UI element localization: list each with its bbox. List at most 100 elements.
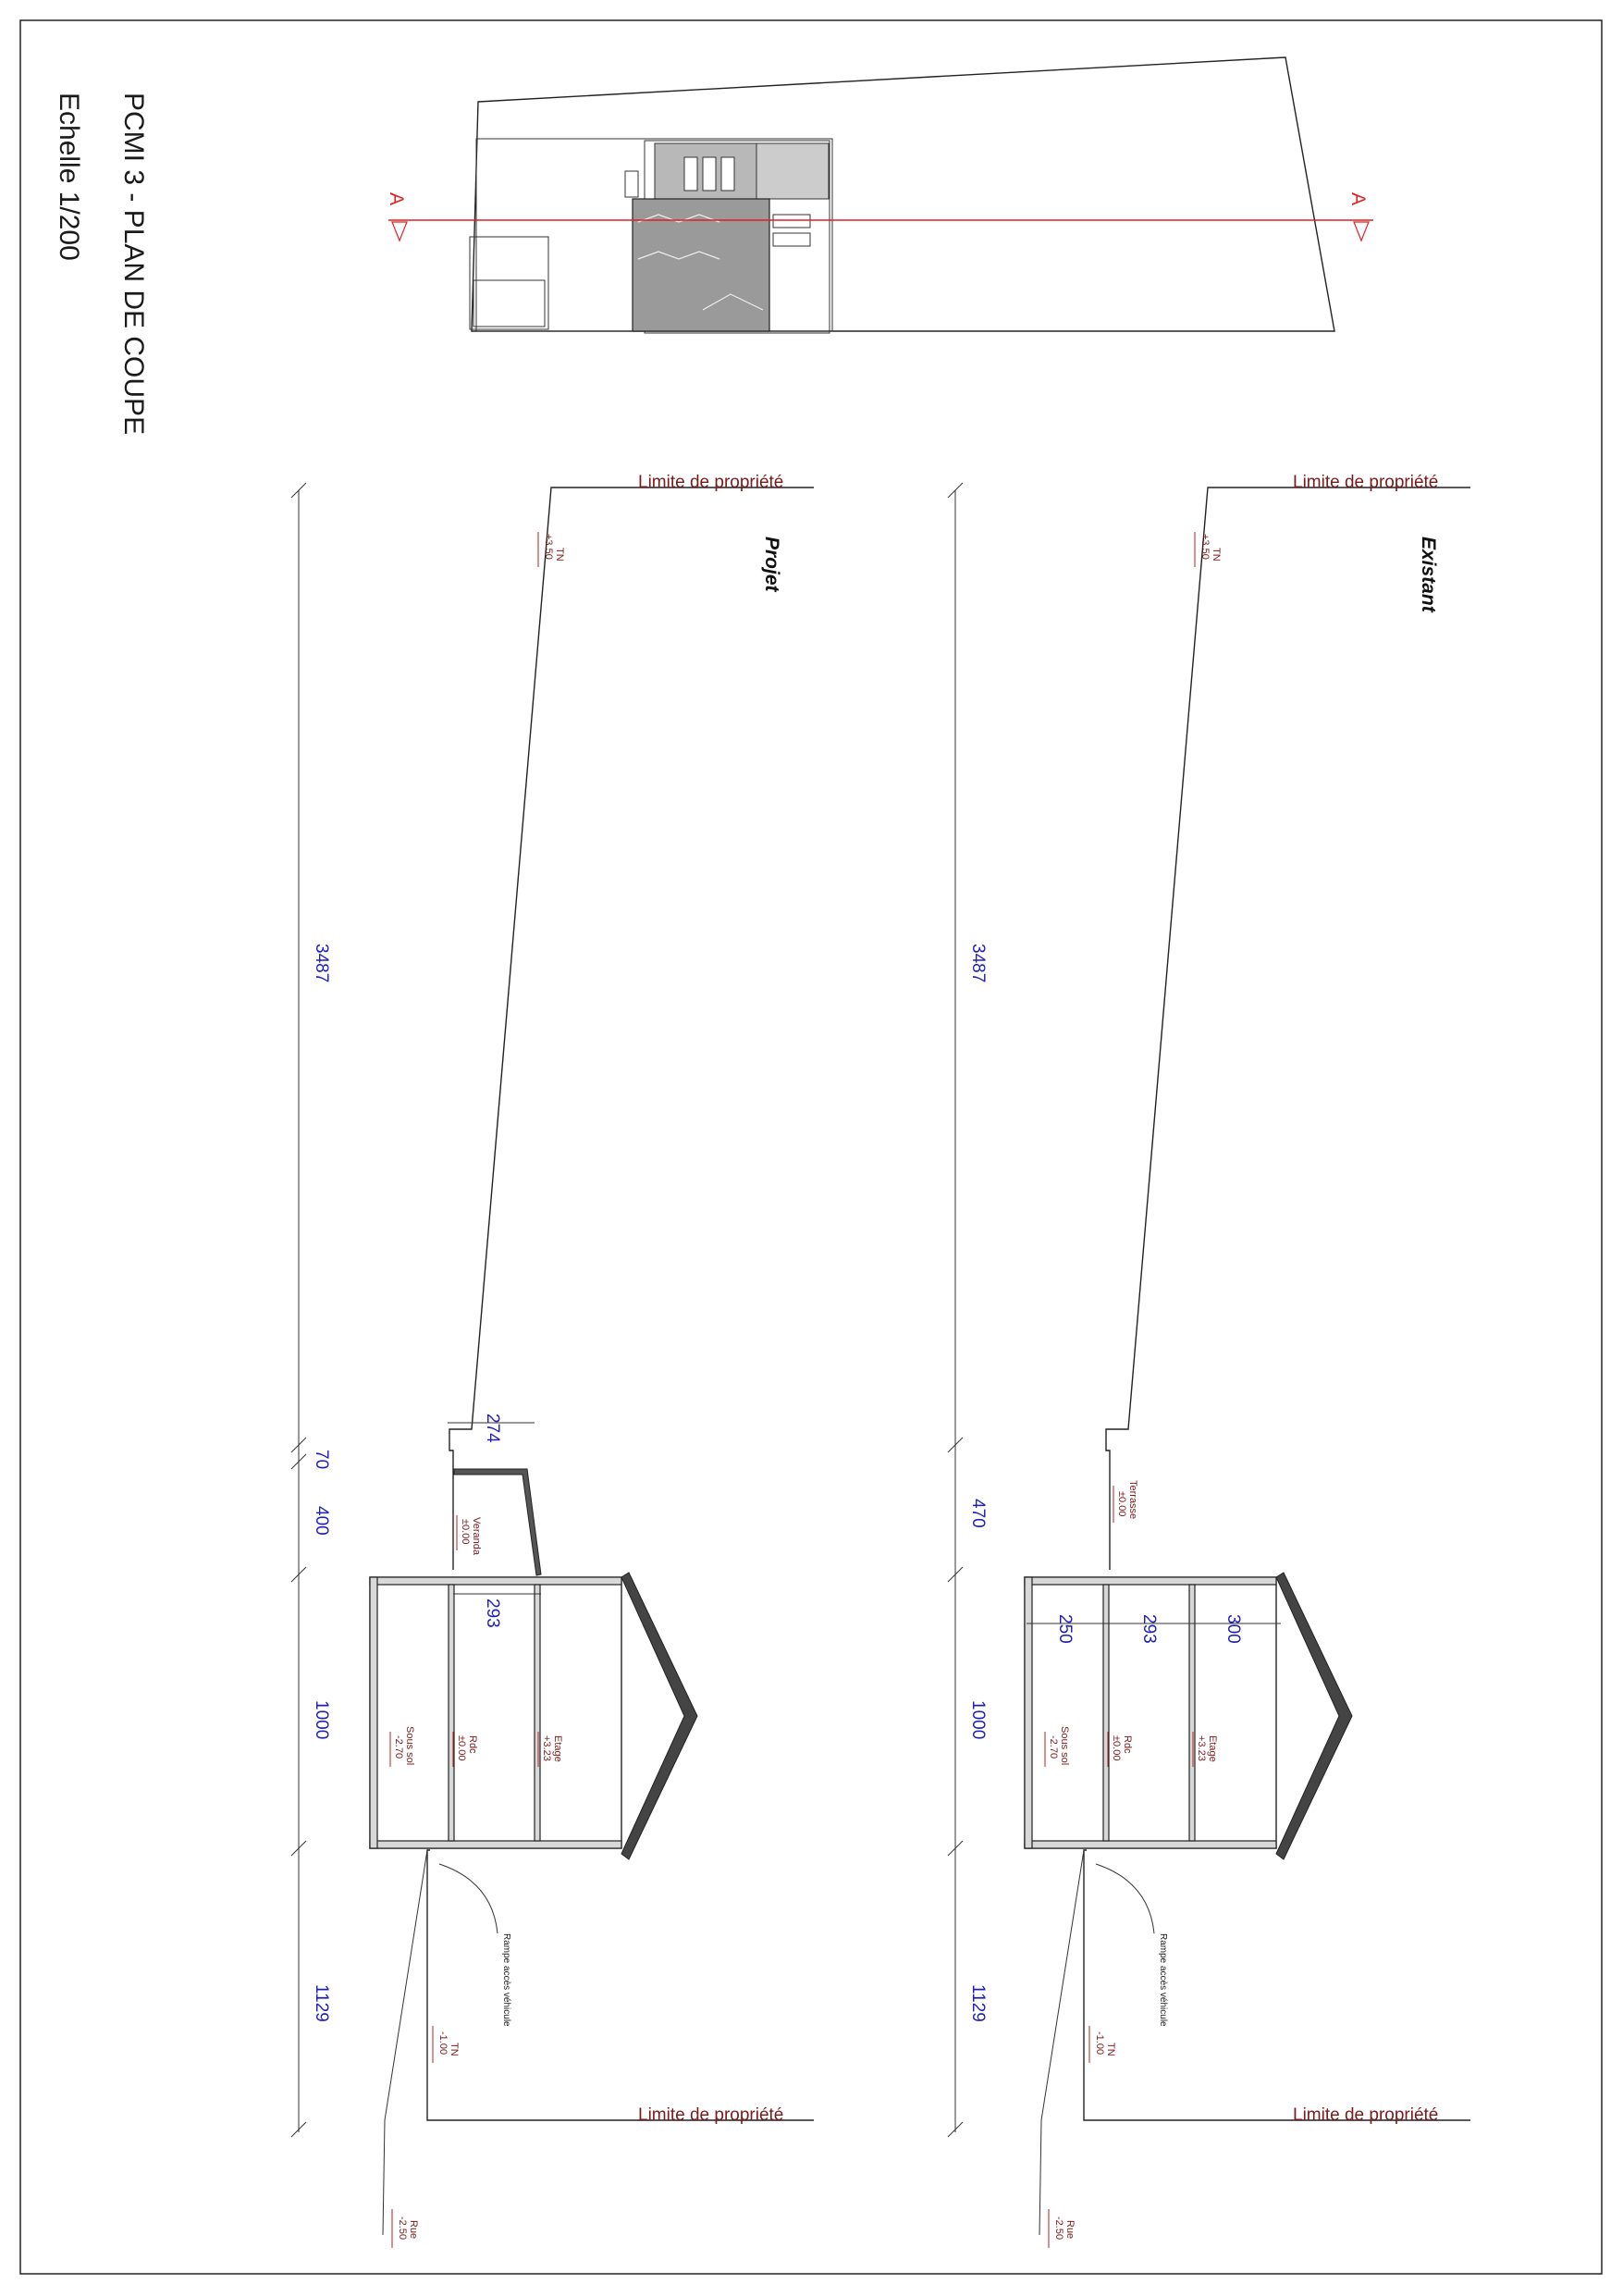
svg-text:±0.00: ±0.00 <box>456 1735 467 1760</box>
limite-propriete-top: Limite de propriété <box>638 473 783 492</box>
sheet-frame <box>19 19 1603 2275</box>
svg-text:Veranda: Veranda <box>471 1517 482 1556</box>
svg-text:Etage: Etage <box>552 1735 563 1762</box>
dim-70: 70 <box>312 1450 331 1469</box>
drawing-scale: Echelle 1/200 <box>54 93 84 261</box>
ramp-slope <box>382 1849 428 2236</box>
svg-text:±0.00: ±0.00 <box>1116 1491 1127 1516</box>
limite-propriete-top: Limite de propriété <box>1293 473 1438 492</box>
dim-400: 400 <box>312 1506 331 1536</box>
floor-etage <box>534 1584 541 1842</box>
svg-text:-1.00: -1.00 <box>1094 2031 1105 2055</box>
veranda-structure <box>453 1468 542 1576</box>
terrain-profile-upper <box>449 487 814 1570</box>
svg-text:±0.00: ±0.00 <box>1111 1735 1122 1760</box>
terrain-profile-lower <box>426 1849 814 2121</box>
level-sous-sol: Sous sol -2.70 <box>389 1726 415 1767</box>
dimension-ticks <box>947 482 964 2138</box>
section-arrow-right <box>1353 221 1370 242</box>
house-wall-left <box>369 1576 378 1849</box>
svg-text:+3.50: +3.50 <box>543 534 554 560</box>
level-tn-top: TN +3.50 <box>1194 532 1222 567</box>
section-view-projet: 3487 70 400 1000 1129 Limite de propriét… <box>290 473 814 2248</box>
floor-rdc <box>448 1584 455 1842</box>
house-wall-left <box>1024 1576 1033 1849</box>
svg-text:Rue: Rue <box>408 2220 419 2239</box>
level-etage: Etage +3.23 <box>1192 1732 1218 1767</box>
site-plan-roof-pattern <box>637 214 764 311</box>
section-marker-left: A <box>386 192 407 205</box>
site-plan-skylight <box>683 156 698 191</box>
level-rdc: Rdc ±0.00 <box>452 1732 478 1767</box>
svg-text:Rdc: Rdc <box>467 1735 478 1754</box>
svg-text:-2.70: -2.70 <box>1048 1735 1059 1759</box>
svg-text:-2.50: -2.50 <box>1053 2216 1064 2240</box>
level-etage: Etage +3.23 <box>537 1732 563 1767</box>
section-marker-right: A <box>1347 192 1369 205</box>
limite-propriete-bottom: Limite de propriété <box>638 2105 783 2125</box>
ramp-note: Rampe accès véhicule <box>501 1933 511 2027</box>
svg-text:Rdc: Rdc <box>1122 1735 1133 1754</box>
site-plan-parcel <box>471 56 1335 332</box>
house-wall-bottom <box>369 1840 622 1849</box>
view-label-projet: Projet <box>761 537 782 593</box>
level-tn-bottom: TN -1.00 <box>1088 2026 1116 2063</box>
terrain-profile-lower <box>1083 1849 1470 2121</box>
svg-text:+3.23: +3.23 <box>1196 1735 1207 1761</box>
ramp-note: Rampe accès véhicule <box>1158 1933 1168 2027</box>
svg-text:-1.00: -1.00 <box>437 2031 449 2055</box>
floor-etage <box>1188 1584 1196 1842</box>
level-tn-bottom: TN -1.00 <box>432 2026 460 2063</box>
level-rue: Rue -2.50 <box>391 2209 419 2248</box>
svg-text:Sous sol: Sous sol <box>404 1726 415 1765</box>
svg-text:TN: TN <box>1105 2043 1116 2056</box>
terrain-profile-upper <box>1105 487 1470 1570</box>
ramp-leader <box>438 1863 498 1934</box>
site-plan-skylight <box>702 156 717 191</box>
floor-rdc <box>1102 1584 1110 1842</box>
dim-470: 470 <box>968 1499 988 1528</box>
svg-text:TN: TN <box>1211 548 1222 562</box>
level-veranda: Veranda ±0.00 <box>456 1515 482 1556</box>
ramp-leader <box>1095 1863 1155 1934</box>
site-plan-skylight <box>772 232 811 247</box>
site-plan-annex <box>469 236 549 330</box>
dim-250: 250 <box>1055 1614 1075 1644</box>
site-plan-skylight <box>720 156 735 191</box>
site-plan: A A <box>386 56 1373 334</box>
section-arrow-left <box>391 221 408 242</box>
svg-text:TN: TN <box>554 548 565 562</box>
site-plan-steps <box>624 170 639 198</box>
svg-text:Sous sol: Sous sol <box>1059 1726 1070 1765</box>
house-wall-bottom <box>1024 1840 1277 1849</box>
dim-274: 274 <box>483 1413 502 1443</box>
dim-1000: 1000 <box>312 1700 331 1739</box>
site-plan-annex-inner <box>473 279 546 327</box>
roof-section <box>621 1572 698 1860</box>
roof-section <box>1275 1572 1353 1860</box>
svg-text:Rue: Rue <box>1064 2220 1076 2239</box>
site-plan-main-roof <box>632 198 770 332</box>
view-label-existant: Existant <box>1418 537 1439 613</box>
dim-300: 300 <box>1223 1614 1243 1644</box>
svg-text:Etage: Etage <box>1207 1735 1218 1762</box>
dim-1129: 1129 <box>968 1984 988 2022</box>
svg-text:±0.00: ±0.00 <box>460 1519 471 1544</box>
dim-1000: 1000 <box>968 1700 988 1739</box>
svg-text:-2.50: -2.50 <box>397 2216 408 2240</box>
site-plan-skylight <box>772 214 811 228</box>
dim-293: 293 <box>483 1599 502 1628</box>
ramp-slope <box>1039 1849 1085 2236</box>
svg-text:+3.23: +3.23 <box>541 1735 552 1761</box>
section-view-existant: 3487 470 1000 1129 Limite de propriété L… <box>947 473 1470 2248</box>
svg-text:-2.70: -2.70 <box>393 1735 404 1759</box>
house-wall-top <box>369 1576 622 1586</box>
level-sous-sol: Sous sol -2.70 <box>1044 1726 1070 1767</box>
limite-propriete-bottom: Limite de propriété <box>1293 2105 1438 2125</box>
level-rue: Rue -2.50 <box>1048 2209 1076 2248</box>
site-plan-roof-hatch-right <box>756 142 830 200</box>
level-rdc: Rdc ±0.00 <box>1107 1732 1133 1767</box>
svg-text:Terrasse: Terrasse <box>1127 1480 1138 1519</box>
dim-1129: 1129 <box>312 1984 331 2022</box>
dim-3487: 3487 <box>968 944 988 982</box>
